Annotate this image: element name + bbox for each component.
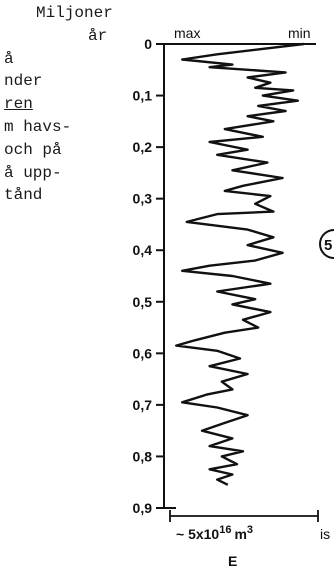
marker-circle [319, 229, 334, 259]
series-line [175, 42, 304, 486]
y-tick-label: 0,3 [133, 191, 153, 207]
y-tick-label: 0 [144, 36, 152, 52]
text-line: ren [4, 95, 33, 114]
min-label: min [288, 25, 311, 41]
scale-bar-unit: m [234, 526, 246, 542]
y-axis-ticks: 0 0,1 0,2 0,3 0,4 0,5 0,6 0,7 0,8 0,9 [133, 36, 164, 516]
y-tick-label: 0,6 [133, 345, 153, 361]
x-axis-label: E [228, 553, 237, 569]
text-line: å [4, 49, 14, 68]
max-label: max [174, 25, 200, 41]
marker-number: 5 [324, 237, 332, 254]
y-tick-label: 0,5 [133, 294, 153, 310]
y-tick-label: 0,1 [133, 88, 153, 104]
text-line: tånd [4, 186, 43, 205]
left-text-snippet: Miljoner år å nder ren m havs- och på å … [4, 2, 113, 207]
scale-bar-label: ~ 5x1016 m3 [176, 524, 253, 542]
y-tick-label: 0,2 [133, 139, 153, 155]
scale-bar-unit-exponent: 3 [247, 524, 253, 536]
text-line: nder [4, 72, 43, 91]
y-tick-label: 0,4 [133, 242, 153, 258]
text-line: år [88, 26, 108, 45]
scale-bar-text: ~ 5x10 [176, 526, 219, 542]
scale-bar: ~ 5x1016 m3 is [169, 510, 330, 542]
marker-badge: 5 [319, 229, 334, 259]
scale-bar-suffix: is [320, 526, 330, 542]
y-tick-label: 0,7 [133, 397, 153, 413]
y-tick-label: 0,8 [133, 448, 153, 464]
text-line: m havs- [4, 117, 72, 136]
y-tick-label: 0,9 [133, 500, 153, 516]
text-line: Miljoner [36, 4, 113, 22]
scale-bar-exponent: 16 [219, 524, 231, 536]
text-line: och på [4, 140, 62, 159]
text-line: å upp- [4, 163, 62, 182]
